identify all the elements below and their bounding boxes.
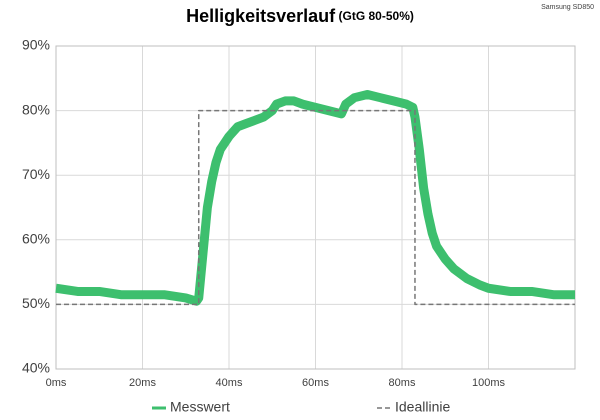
x-tick-label: 80ms: [389, 377, 416, 389]
y-tick-label: 60%: [22, 231, 50, 247]
y-tick-label: 50%: [22, 295, 50, 311]
annotation: Samsung SD850: [541, 4, 594, 11]
x-tick-label: 0ms: [46, 377, 67, 389]
data-line: [56, 109, 575, 306]
chart-subtitle: (GtG 80-50%): [339, 9, 414, 23]
x-tick-label: 20ms: [129, 377, 156, 389]
chart-title-group: Helligkeitsverlauf (GtG 80-50%): [186, 6, 414, 26]
plot-border: [55, 45, 576, 370]
y-tick-label: 80%: [22, 101, 50, 117]
x-tick-label: 100ms: [472, 377, 506, 389]
chart-title: Helligkeitsverlauf: [186, 6, 336, 26]
y-tick-label: 40%: [22, 360, 50, 376]
data-line: [55, 89, 575, 306]
legend-label: Ideallinie: [395, 399, 450, 415]
x-tick-label: 40ms: [216, 377, 243, 389]
legend-label: Messwert: [170, 399, 230, 415]
y-tick-label: 70%: [22, 166, 50, 182]
x-tick-label: 60ms: [302, 377, 329, 389]
y-tick-label: 90%: [22, 37, 50, 53]
